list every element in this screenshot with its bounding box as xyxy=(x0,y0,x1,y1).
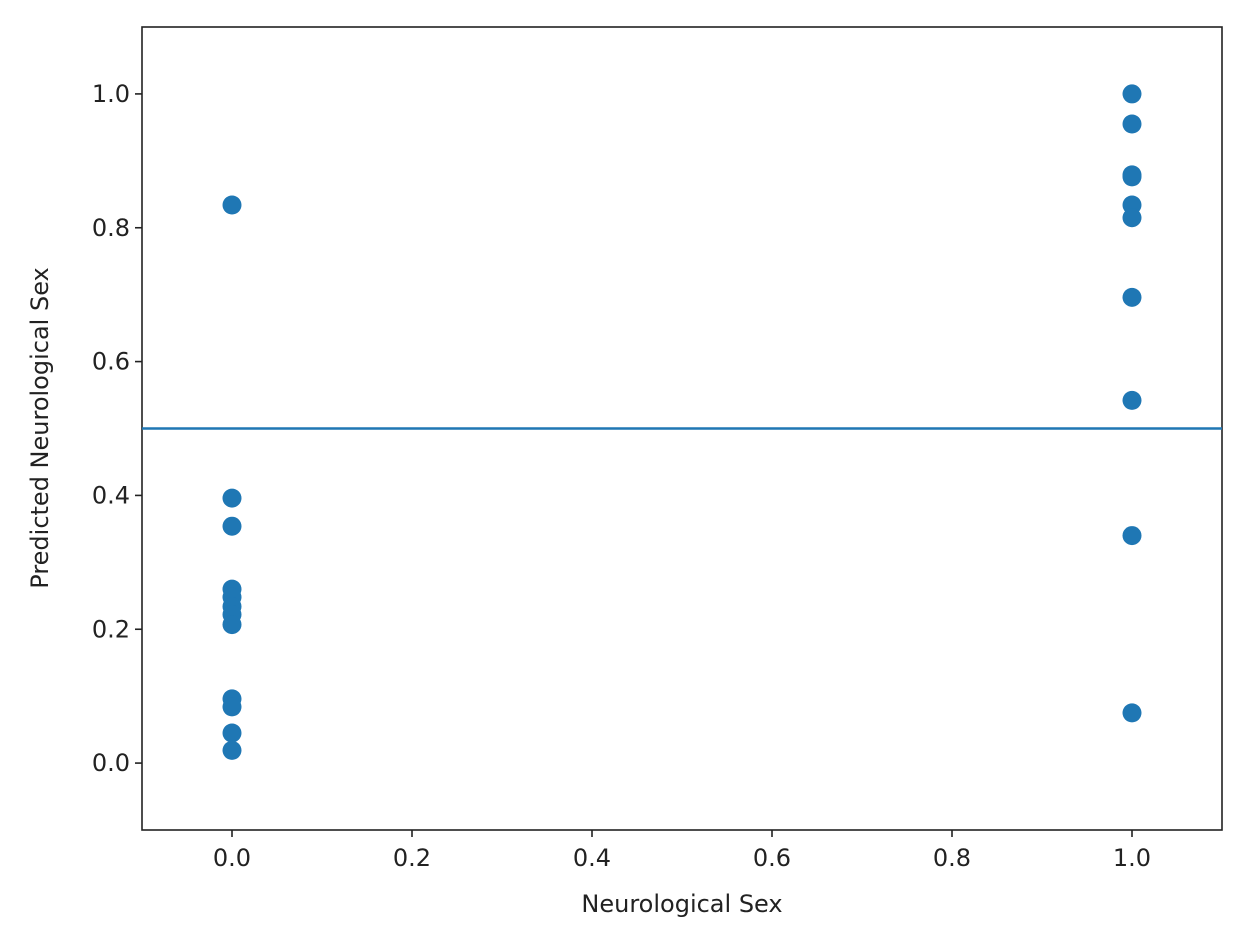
point xyxy=(1122,167,1142,187)
point xyxy=(1122,114,1142,134)
point xyxy=(222,516,242,536)
y-tick-label: 0.0 xyxy=(92,749,130,777)
point xyxy=(1122,703,1142,723)
y-tick-label: 0.6 xyxy=(92,348,130,376)
point xyxy=(222,740,242,760)
point xyxy=(222,488,242,508)
y-axis-label: Predicted Neurological Sex xyxy=(26,267,54,588)
y-tick-label: 0.2 xyxy=(92,615,130,643)
y-tick-label: 0.8 xyxy=(92,214,130,242)
y-tick-label: 0.4 xyxy=(92,481,130,509)
point xyxy=(1122,84,1142,104)
x-tick-label: 0.4 xyxy=(573,844,611,872)
point xyxy=(1122,390,1142,410)
point xyxy=(222,723,242,743)
x-tick-label: 1.0 xyxy=(1113,844,1151,872)
x-tick-label: 0.8 xyxy=(933,844,971,872)
point xyxy=(1122,208,1142,228)
x-axis-label: Neurological Sex xyxy=(581,890,782,918)
x-tick-label: 0.6 xyxy=(753,844,791,872)
point xyxy=(222,195,242,215)
y-tick-label: 1.0 xyxy=(92,80,130,108)
x-tick-label: 0.0 xyxy=(213,844,251,872)
point xyxy=(1122,287,1142,307)
point xyxy=(1122,526,1142,546)
point xyxy=(222,697,242,717)
point xyxy=(222,615,242,635)
x-tick-label: 0.2 xyxy=(393,844,431,872)
